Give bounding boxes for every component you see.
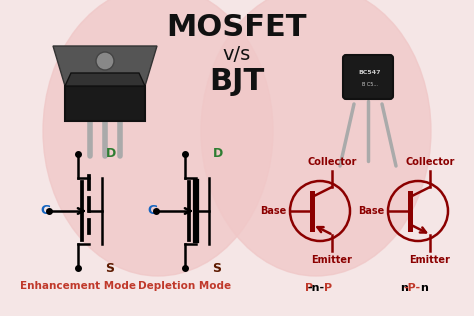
Text: Collector: Collector — [405, 157, 455, 167]
Text: D: D — [106, 147, 116, 160]
Text: -P-: -P- — [403, 283, 420, 293]
Polygon shape — [65, 86, 145, 121]
Text: BJT: BJT — [210, 66, 264, 95]
Polygon shape — [65, 73, 145, 86]
Text: P: P — [305, 283, 313, 293]
Text: Base: Base — [358, 206, 384, 216]
Text: G: G — [147, 204, 158, 217]
Circle shape — [96, 52, 114, 70]
Ellipse shape — [43, 0, 273, 276]
Ellipse shape — [201, 0, 431, 276]
Text: D: D — [212, 147, 223, 160]
Text: P: P — [324, 283, 332, 293]
Text: Emitter: Emitter — [410, 255, 450, 265]
Text: B C5...: B C5... — [362, 82, 378, 88]
Text: n: n — [420, 283, 428, 293]
FancyBboxPatch shape — [343, 55, 393, 99]
Text: Enhancement Mode: Enhancement Mode — [20, 281, 136, 291]
Text: v/s: v/s — [223, 45, 251, 64]
Text: Collector: Collector — [307, 157, 357, 167]
Text: n: n — [400, 283, 408, 293]
Polygon shape — [53, 46, 157, 86]
Text: MOSFET: MOSFET — [167, 14, 307, 42]
Text: Depletion Mode: Depletion Mode — [138, 281, 232, 291]
Text: BC547: BC547 — [359, 70, 381, 76]
Text: S: S — [106, 262, 115, 275]
Text: G: G — [41, 204, 51, 217]
Text: S: S — [212, 262, 221, 275]
Text: -n-: -n- — [308, 283, 325, 293]
Text: Base: Base — [260, 206, 286, 216]
Text: Emitter: Emitter — [311, 255, 353, 265]
